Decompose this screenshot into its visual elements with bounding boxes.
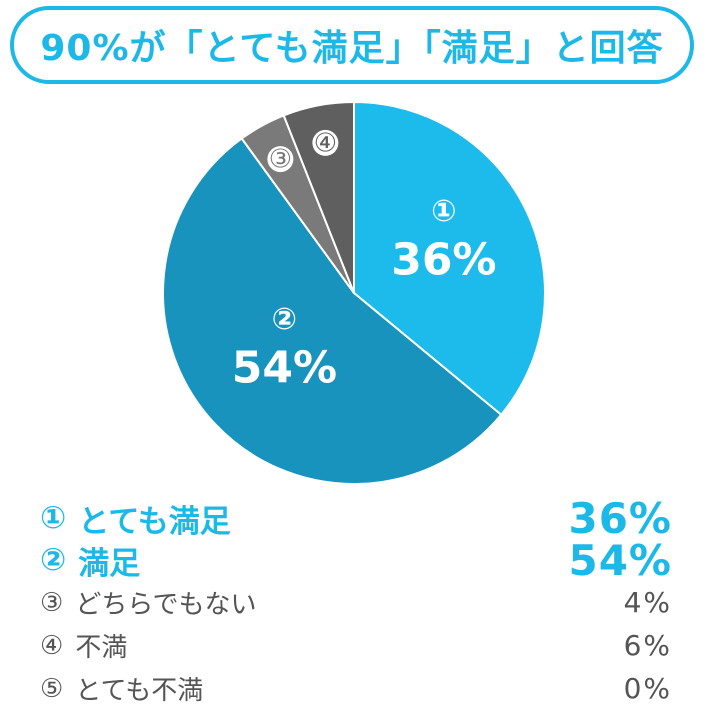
slice-marker-badge <box>312 129 339 156</box>
legend-label: 満足 <box>78 545 141 582</box>
slice-satisfied <box>162 137 503 485</box>
slice-dissatisfied <box>282 100 355 294</box>
slice-marker-label: ① <box>431 194 456 229</box>
legend-row-satisfied: ② 満足 54% <box>40 536 672 585</box>
slice-marker-badge <box>267 146 294 173</box>
legend-marker: ③ <box>40 587 64 618</box>
slice-percent-label: 36% <box>391 235 496 286</box>
legend-label: どちらでもない <box>75 590 257 620</box>
legend-row-very-dissatisfied: ⑤ とても不満 0% <box>40 667 672 710</box>
legend-label: とても不満 <box>75 676 204 706</box>
legend-value: 0% <box>623 672 672 705</box>
legend-value: 54% <box>568 535 672 585</box>
slice-very-satisfied <box>353 100 546 417</box>
legend-marker: ② <box>40 542 67 578</box>
pie-slices <box>162 100 546 485</box>
title-banner: 90%が「とても満足」「満足」と回答 <box>10 6 694 84</box>
legend-label: 不満 <box>75 633 128 663</box>
slice-percent-label: 54% <box>232 342 337 393</box>
slice-marker-label: ③ <box>269 145 292 175</box>
pie-chart: ① 36% ② 54% ③④ <box>162 100 546 485</box>
legend-row-neutral: ③ どちらでもない 4% <box>40 581 672 624</box>
chart-title: 90%が「とても満足」「満足」と回答 <box>40 28 664 69</box>
legend-marker: ④ <box>40 630 64 661</box>
legend-row-dissatisfied: ④ 不満 6% <box>40 624 672 667</box>
legend-row-very-satisfied: ① とても満足 36% <box>40 494 672 543</box>
legend-value: 6% <box>623 629 672 662</box>
legend-label: とても満足 <box>78 503 231 540</box>
legend-marker: ⑤ <box>40 673 64 704</box>
pie-labels: ① 36% ② 54% ③④ <box>232 128 497 393</box>
legend-value: 4% <box>623 586 672 619</box>
slice-marker-label: ② <box>272 302 297 337</box>
slice-marker-label: ④ <box>314 128 337 158</box>
legend-marker: ① <box>40 500 67 536</box>
legend-value: 36% <box>568 493 672 543</box>
